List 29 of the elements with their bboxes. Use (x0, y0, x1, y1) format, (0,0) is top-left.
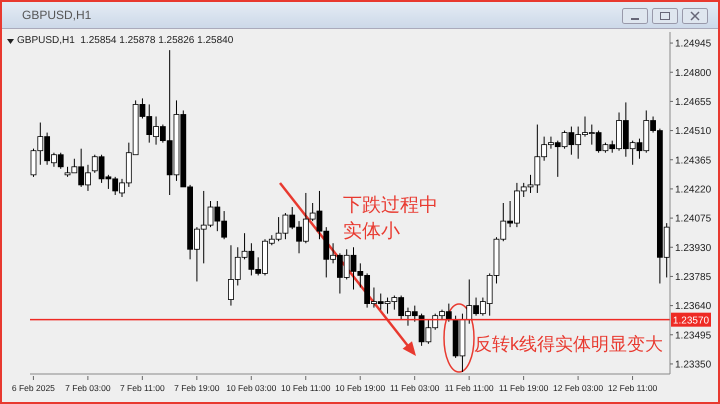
y-tick-label: 1.24075 (675, 214, 712, 225)
annotation: 反转k线得实体明显变大 (474, 333, 663, 356)
y-tick-label: 1.23930 (675, 242, 712, 254)
y-tick-label: 1.24365 (675, 155, 712, 166)
y-tick-label: 1.24510 (675, 126, 712, 138)
x-tick-label: 12 Feb 03:00 (553, 383, 604, 393)
x-tick-label: 10 Feb 11:00 (281, 383, 331, 393)
y-tick-label: 1.23495 (675, 330, 712, 342)
x-tick-label: 7 Feb 19:00 (174, 383, 220, 393)
x-tick-label: 7 Feb 03:00 (65, 383, 111, 393)
x-tick-label: 11 Feb 19:00 (498, 383, 549, 393)
x-tick-label: 6 Feb 2025 (12, 383, 56, 393)
y-tick-label: 1.23785 (675, 272, 712, 283)
x-tick-label: 10 Feb 19:00 (335, 383, 386, 393)
x-tick-label: 11 Feb 03:00 (390, 383, 440, 393)
x-tick-label: 12 Feb 11:00 (608, 383, 658, 393)
annotation: 下跌过程中实体小 (343, 194, 439, 244)
y-tick-label: 1.23640 (675, 301, 712, 312)
y-tick-label: 1.24220 (675, 184, 712, 196)
y-tick-label: 1.24800 (675, 68, 712, 79)
y-tick-label: 1.23350 (675, 359, 712, 370)
chart-subtitle: GBPUSD,H1 1.25854 1.25878 1.25826 1.25840 (17, 35, 234, 46)
x-tick-label: 7 Feb 11:00 (120, 383, 165, 393)
chart-title: GBPUSD,H1 (22, 8, 92, 22)
x-tick-label: 11 Feb 11:00 (444, 383, 494, 393)
ref-line-label: 1.23570 (672, 316, 710, 327)
x-tick-label: 10 Feb 03:00 (226, 383, 277, 393)
y-tick-label: 1.24655 (675, 96, 712, 108)
y-tick-label: 1.24945 (675, 38, 712, 50)
